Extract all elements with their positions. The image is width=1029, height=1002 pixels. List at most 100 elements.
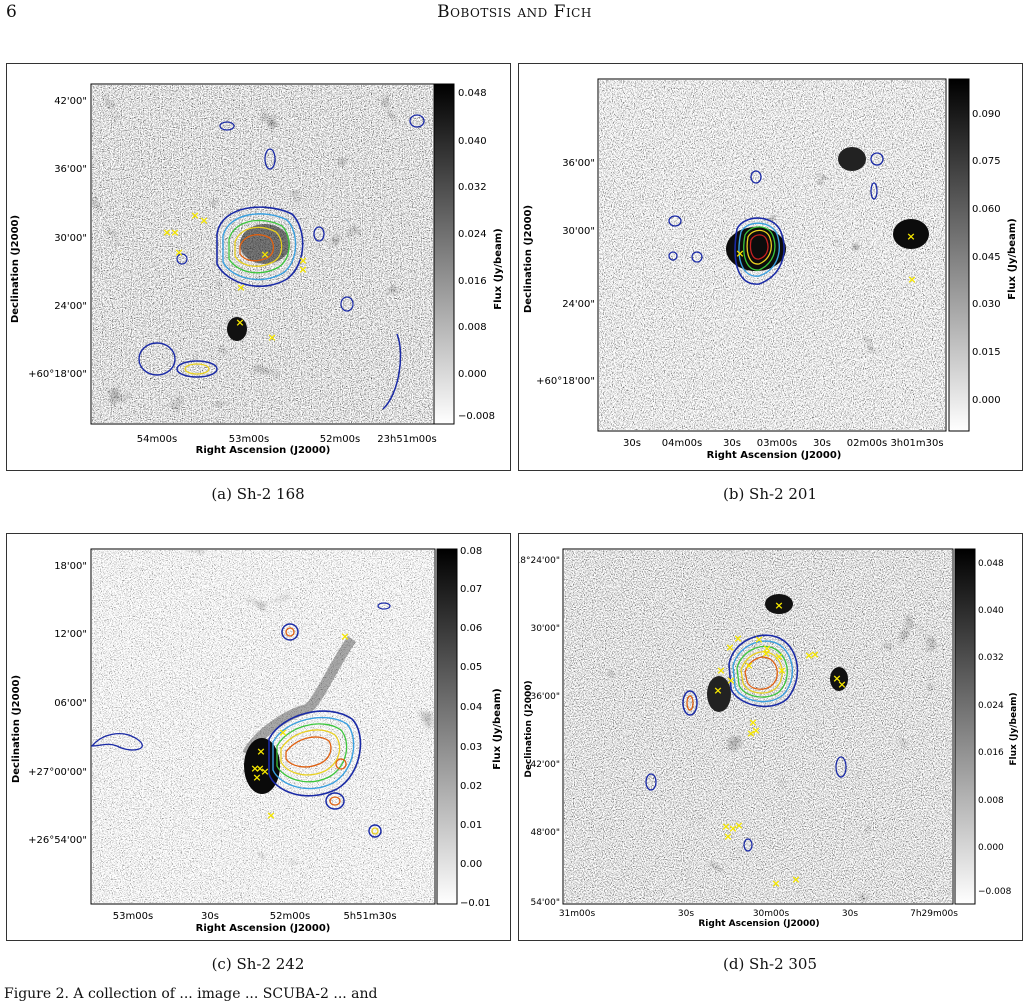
svg-text:×: × (751, 724, 760, 737)
caption-d: (d) Sh-2 305 (722, 955, 818, 973)
y-tick: 30'00" (54, 233, 87, 244)
cbar-tick: 0.090 (972, 109, 1001, 120)
svg-text:×: × (174, 246, 183, 259)
cbar-tick: 0.048 (978, 559, 1004, 569)
svg-text:×: × (774, 599, 783, 612)
cbar-tick: 0.024 (458, 229, 487, 240)
x-tick: 31m00s (559, 909, 596, 919)
svg-text:×: × (810, 648, 819, 661)
cbar-tick: −0.01 (460, 898, 491, 909)
svg-text:×: × (832, 672, 841, 685)
page-number: 6 (6, 2, 17, 22)
x-tick: 52m00s (270, 911, 310, 922)
y-tick: 24'00" (562, 299, 595, 310)
svg-text:×: × (726, 674, 735, 687)
x-tick: 04m00s (662, 438, 702, 449)
svg-text:×: × (162, 226, 171, 239)
figure-panel-a: × × × × × × × × × × × 0.048 0.040 0.032 0.024 0.… (6, 63, 511, 471)
y-tick: 24'00" (54, 301, 87, 312)
running-head: Bobotsis and Fich (437, 2, 592, 22)
x-tick: 02m00s (847, 438, 887, 449)
cbar-tick: 0.016 (458, 276, 487, 287)
svg-text:×: × (260, 248, 269, 261)
x-axis-label: Right Ascension (J2000) (698, 919, 819, 929)
svg-text:×: × (733, 632, 742, 645)
x-tick: 30s (813, 438, 831, 449)
cbar-tick: 0.00 (460, 859, 482, 870)
svg-text:×: × (260, 765, 269, 778)
cbar-tick: 0.075 (972, 156, 1001, 167)
cbar-tick: 0.000 (978, 843, 1004, 853)
svg-text:×: × (255, 762, 264, 775)
x-tick: 54m00s (137, 434, 177, 445)
colorbar-label: Flux (Jy/beam) (1009, 692, 1019, 765)
cbar-tick: 0.04 (460, 702, 482, 713)
svg-text:×: × (907, 273, 916, 286)
svg-text:×: × (762, 642, 771, 655)
cbar-tick: 0.040 (978, 606, 1004, 616)
y-tick: 18'00" (54, 561, 87, 572)
figure-a-image: ××× × × ××× ××× 0.048 0.040 0.032 0.024 0.… (10, 83, 504, 456)
cbar-tick: 0.040 (458, 136, 487, 147)
x-tick: 30s (678, 909, 694, 919)
svg-text:×: × (761, 647, 770, 660)
cbar-tick: −0.008 (458, 411, 495, 422)
svg-text:×: × (298, 254, 307, 267)
svg-text:×: × (267, 331, 276, 344)
y-axis-label: Declination (J2000) (11, 675, 22, 783)
svg-text:×: × (771, 877, 780, 890)
svg-text:×: × (728, 822, 737, 835)
svg-text:×: × (340, 630, 349, 643)
svg-text:×: × (774, 650, 783, 663)
figure-b-image: ××× 0.090 0.075 0.060 0.045 0.030 0.015 … (523, 78, 1018, 461)
cbar-tick: 0.032 (978, 653, 1004, 663)
colorbar-label: Flux (Jy/beam) (1007, 218, 1018, 299)
cbar-tick: 0.060 (972, 204, 1001, 215)
svg-text:×: × (190, 209, 199, 222)
caption-b: (b) Sh-2 201 (722, 485, 818, 503)
svg-text:×: × (236, 281, 245, 294)
cbar-tick: 0.008 (978, 796, 1004, 806)
svg-text:×: × (777, 664, 786, 677)
y-tick: 48'00" (530, 828, 560, 838)
y-tick: +60°18'00" (28, 369, 87, 380)
cbar-tick: 0.000 (458, 369, 487, 380)
x-tick: 5h51m30s (343, 911, 396, 922)
y-tick: 06'00" (54, 698, 87, 709)
svg-text:×: × (804, 649, 813, 662)
svg-text:×: × (748, 716, 757, 729)
y-tick: +26°54'00" (28, 835, 87, 846)
y-tick: 42'00" (54, 96, 87, 107)
y-axis-label: Declination (J2000) (524, 680, 534, 777)
svg-text:×: × (250, 762, 259, 775)
y-tick: −18°24'00" (519, 556, 560, 566)
x-tick: 53m00s (229, 434, 269, 445)
svg-text:×: × (252, 771, 261, 784)
svg-text:×: × (713, 684, 722, 697)
svg-text:×: × (723, 830, 732, 843)
y-tick: 36'00" (562, 158, 595, 169)
figure-panel-c: × × × × × × × × 0.08 0.07 0.06 0.05 0.04 0.03 … (6, 533, 511, 941)
y-tick: 36'00" (54, 164, 87, 175)
figure-panel-d: × × × × × × × × × × × × × × × × × × × × × × × × × 0.048 0.… (518, 533, 1023, 941)
y-tick: 30'00" (562, 226, 595, 237)
x-tick: 03m00s (757, 438, 797, 449)
y-tick: 30'00" (530, 624, 560, 634)
x-tick: 23h51m00s (377, 434, 436, 445)
cbar-tick: 0.08 (460, 546, 482, 557)
x-tick: 53m00s (113, 911, 153, 922)
x-axis-label: Right Ascension (J2000) (196, 923, 331, 934)
svg-text:×: × (170, 226, 179, 239)
y-tick: 42'00" (530, 760, 560, 770)
svg-text:×: × (716, 664, 725, 677)
y-axis-label: Declination (J2000) (523, 205, 534, 313)
svg-text:×: × (744, 659, 753, 672)
figure-c-image: ××× ××××× 0.08 0.07 0.06 0.05 0.04 0.03 … (11, 546, 503, 934)
svg-text:×: × (199, 214, 208, 227)
figure-d-image: ××× × ×××× ×××× ×××× ××× ×××× × × 0.048 0.… (519, 548, 1019, 929)
cbar-tick: 0.024 (978, 701, 1004, 711)
x-tick: 30s (623, 438, 641, 449)
y-axis-label: Declination (J2000) (10, 215, 21, 323)
svg-text:×: × (721, 820, 730, 833)
cbar-tick: 0.03 (460, 742, 482, 753)
